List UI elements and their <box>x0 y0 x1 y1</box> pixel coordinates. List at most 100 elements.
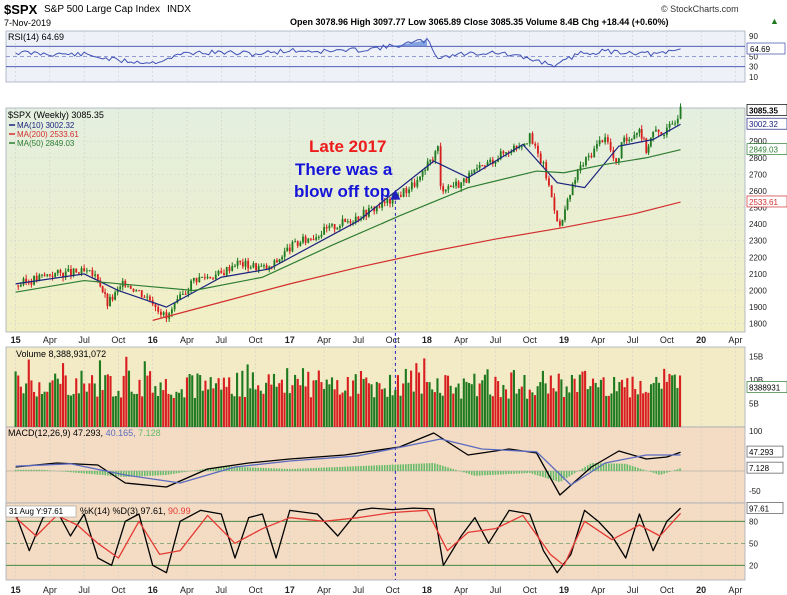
rsi-title: RSI(14) 64.69 <box>8 32 64 42</box>
macd-histogram-bar <box>80 471 83 474</box>
volume-bar <box>96 396 99 427</box>
macd-histogram-bar <box>302 468 304 471</box>
watermark: © StockCharts.com <box>661 4 739 14</box>
macd-histogram-bar <box>634 466 637 471</box>
price-candle-body <box>41 274 43 276</box>
x-tick-label-top: Oct <box>523 335 538 345</box>
volume-bar <box>56 378 59 427</box>
volume-bar <box>80 370 83 427</box>
price-candle-body <box>77 272 80 274</box>
macd-histogram-bar <box>20 469 22 471</box>
volume-bar <box>85 391 88 427</box>
volume-bar <box>54 373 57 427</box>
macd-histogram-bar <box>592 463 594 471</box>
macd-histogram-bar <box>78 471 80 473</box>
volume-bar <box>560 379 563 427</box>
x-tick-label-bottom: 20 <box>696 585 706 595</box>
price-candle-body <box>647 146 650 153</box>
macd-histogram-bar <box>257 467 259 471</box>
macd-histogram-bar <box>365 465 368 471</box>
macd-histogram-bar <box>130 471 133 477</box>
volume-bar <box>51 380 54 427</box>
price-tick-label: 2000 <box>749 287 767 296</box>
price-candle-body <box>157 307 160 312</box>
macd-histogram-bar <box>615 463 618 471</box>
volume-bar <box>278 383 281 427</box>
volume-bar <box>581 371 584 427</box>
price-tick-label: 2900 <box>749 137 767 146</box>
price-candle-body <box>564 209 566 220</box>
price-candle-body <box>309 238 312 240</box>
volume-bar <box>25 383 28 427</box>
macd-histogram-bar <box>370 465 373 471</box>
volume-bar <box>607 395 610 427</box>
volume-bar <box>423 358 426 427</box>
exchange-label: INDX <box>167 4 191 15</box>
volume-bar <box>615 391 618 427</box>
volume-bar <box>483 374 486 427</box>
price-candle-body <box>59 270 62 273</box>
rsi-tick-label: 30 <box>749 63 758 72</box>
price-candle-body <box>302 236 304 243</box>
price-candle-body <box>505 152 507 154</box>
macd-histogram-bar <box>655 471 658 474</box>
price-candle-body <box>617 158 620 163</box>
price-candle-body <box>331 224 333 226</box>
price-candle-body <box>499 151 502 159</box>
macd-histogram-bar <box>368 465 370 471</box>
macd-histogram-bar <box>107 471 109 476</box>
price-candle-body <box>231 265 234 272</box>
macd-histogram-bar <box>27 469 30 471</box>
price-tick-label: 2300 <box>749 237 767 246</box>
macd-histogram-bar <box>93 471 96 475</box>
volume-bar <box>491 396 494 427</box>
price-candle-body <box>228 266 231 272</box>
macd-histogram-bar <box>666 471 668 473</box>
macd-histogram-bar <box>331 467 333 471</box>
macd-histogram-bar <box>423 463 426 471</box>
x-tick-label-bottom: Apr <box>591 585 605 595</box>
price-candle-body <box>124 280 127 287</box>
volume-bar <box>125 356 128 427</box>
price-candle-body <box>660 132 663 136</box>
price-candle-body <box>561 219 564 226</box>
price-candle-body <box>225 266 228 276</box>
annotation-there-was-a: There was a <box>295 160 393 179</box>
rsi-last-value: 64.69 <box>750 45 771 54</box>
volume-bar <box>141 396 144 427</box>
macd-histogram-bar <box>613 463 615 471</box>
price-legend-ma200: MA(200) 2533.61 <box>17 130 79 139</box>
price-tick-label: 2600 <box>749 187 767 196</box>
macd-histogram-bar <box>180 471 183 473</box>
price-candle-body <box>283 251 286 257</box>
price-candle-body <box>317 236 320 238</box>
macd-histogram-bar <box>212 467 215 471</box>
x-tick-label-bottom: Jul <box>353 585 365 595</box>
macd-histogram-bar <box>341 466 344 471</box>
price-candle-body <box>679 106 682 119</box>
volume-bar <box>320 382 323 427</box>
price-candle-body <box>569 195 572 200</box>
macd-histogram-bar <box>194 470 196 471</box>
price-candle-body <box>429 159 432 162</box>
volume-bar <box>578 374 581 427</box>
volume-bar <box>431 389 434 427</box>
stoch-k-line <box>14 507 682 574</box>
macd-histogram-bar <box>652 471 655 473</box>
macd-histogram-bar <box>663 471 666 474</box>
price-candle-body <box>312 238 315 240</box>
macd-histogram-bar <box>610 463 613 471</box>
volume-bar <box>613 377 616 427</box>
volume-bar <box>407 382 410 427</box>
macd-histogram-bar <box>294 468 296 471</box>
annotation-up-arrow-icon <box>390 189 401 200</box>
x-tick-label-top: Apr <box>43 335 57 345</box>
price-candle-body <box>386 198 389 204</box>
volume-panel <box>5 346 746 428</box>
price-last-value: 2849.03 <box>749 146 778 155</box>
volume-bar <box>75 378 78 427</box>
macd-histogram-bar <box>452 469 455 471</box>
price-candle-body <box>663 134 666 136</box>
macd-histogram-bar <box>162 471 165 476</box>
x-tick-label-top: Apr <box>317 335 331 345</box>
